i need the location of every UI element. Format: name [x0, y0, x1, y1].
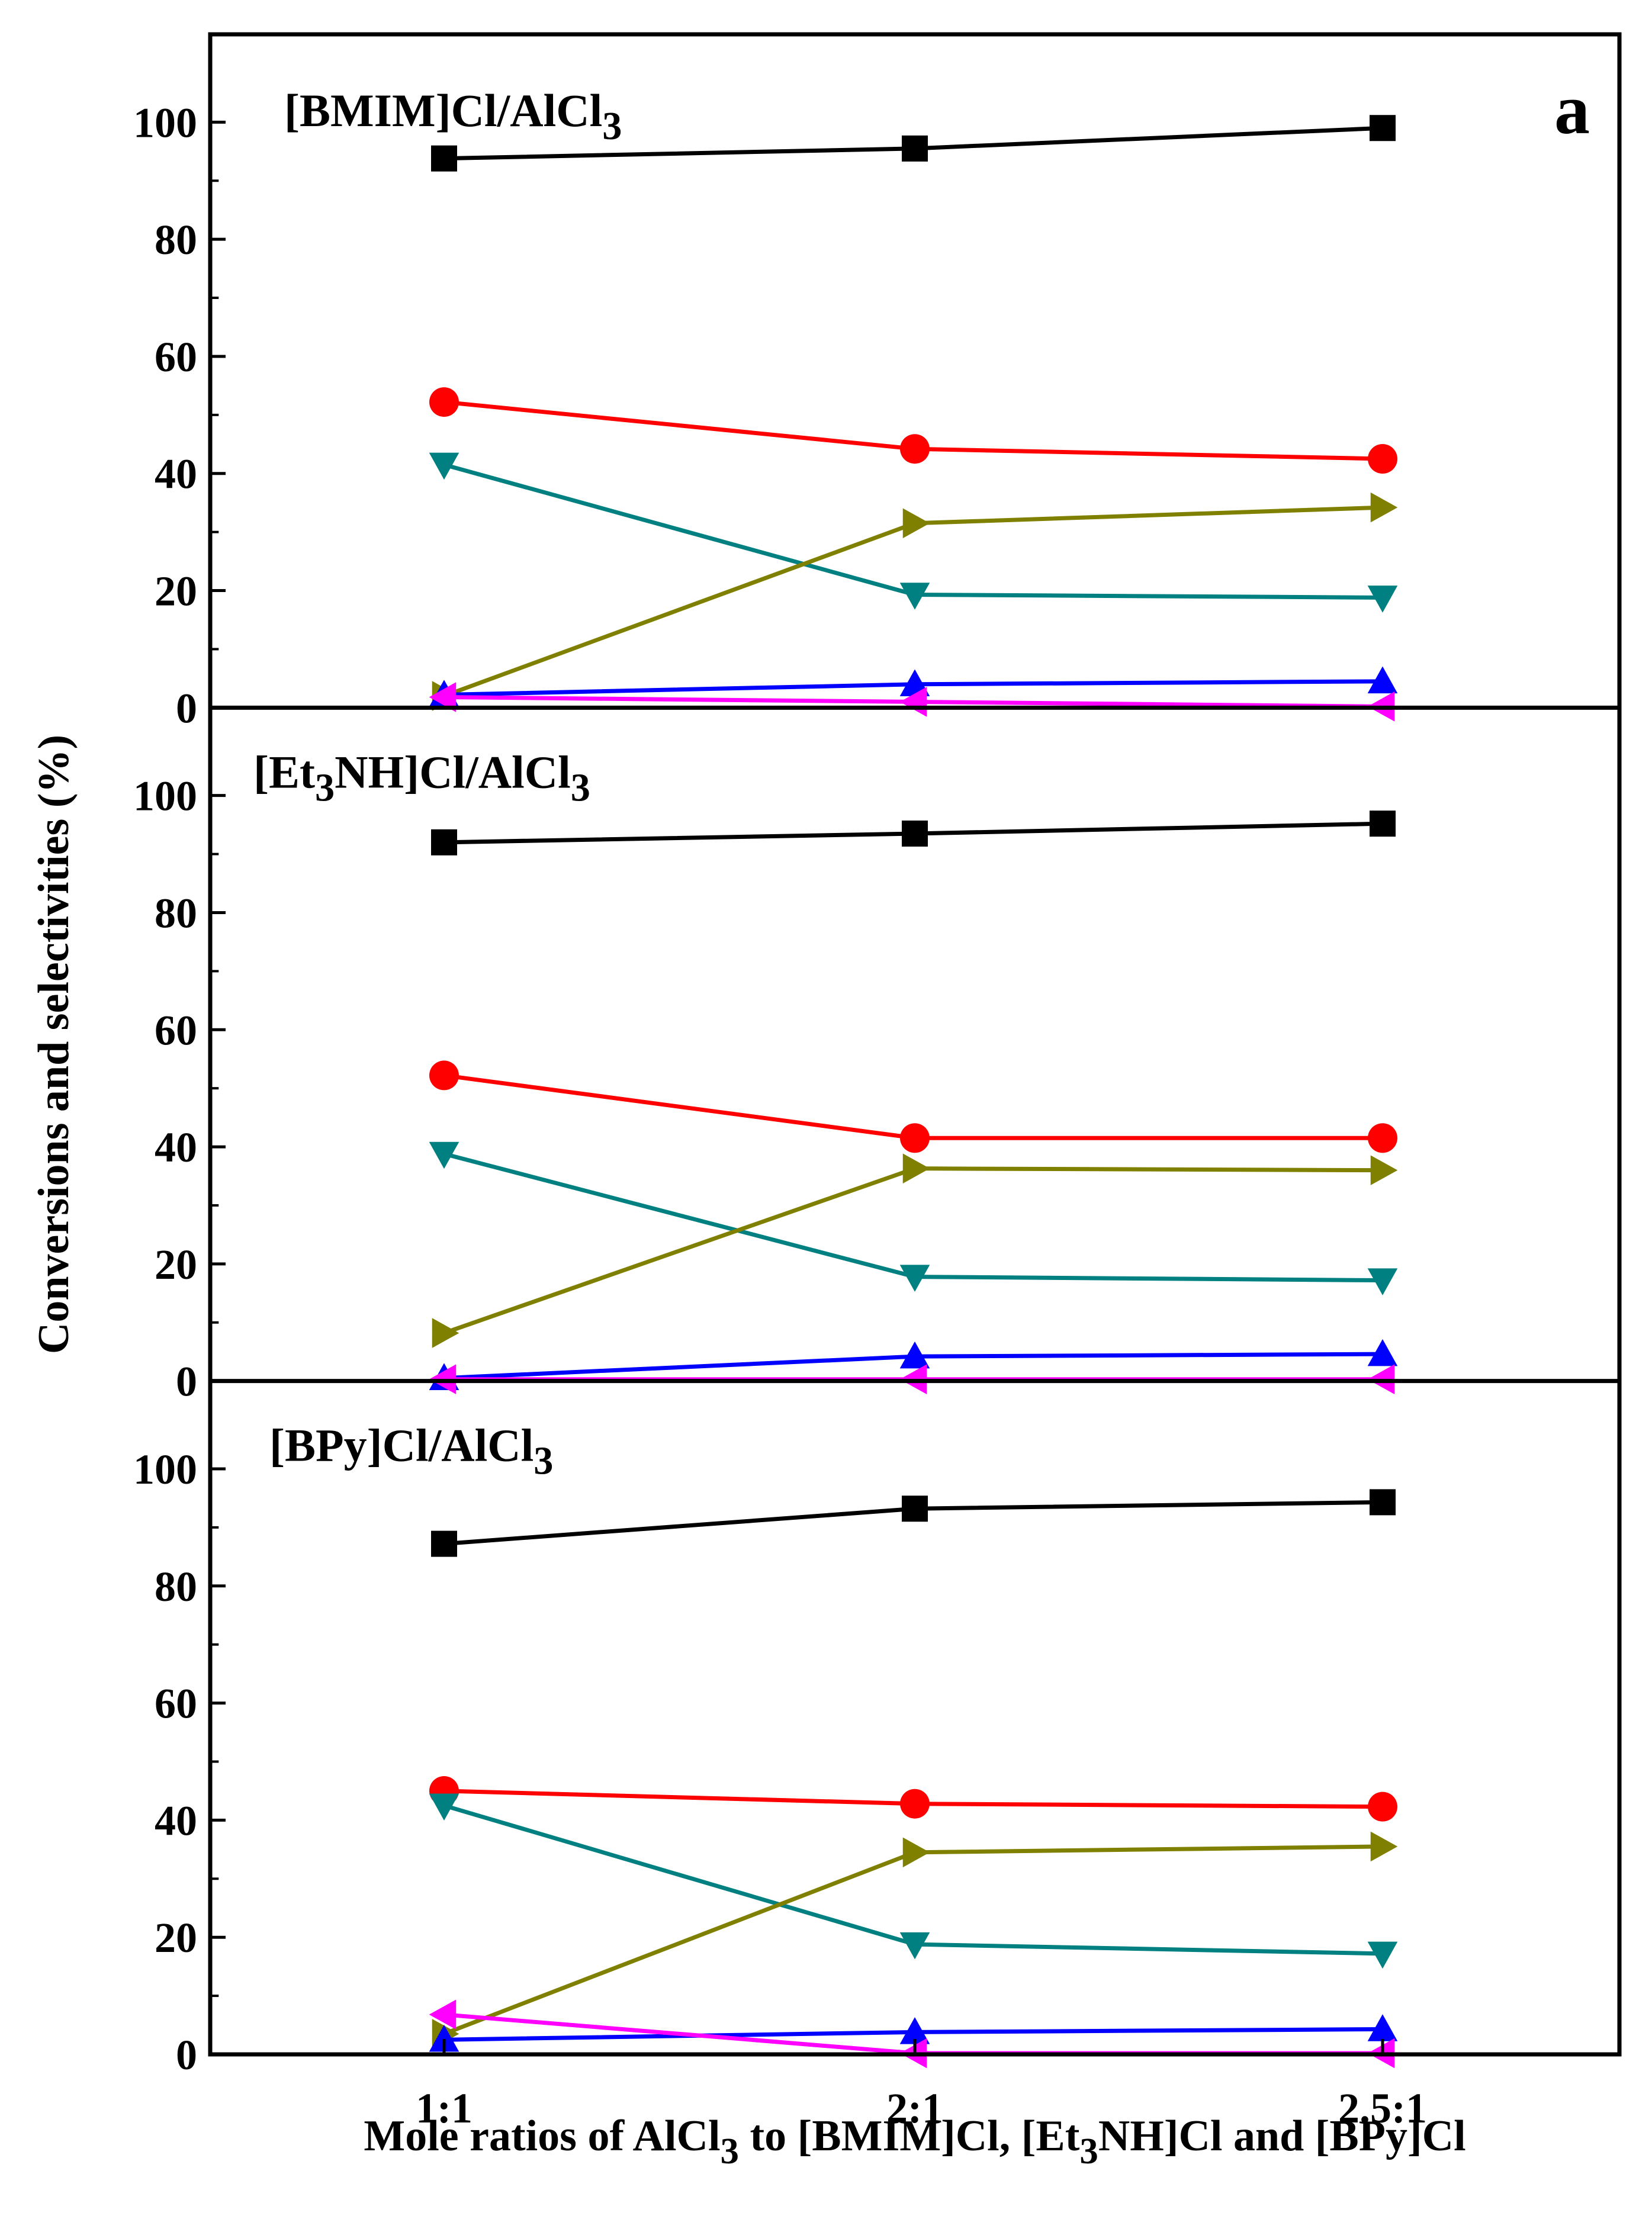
panel-1-ytick-label-2: 40: [155, 1124, 197, 1171]
panel-1-title-part-2: NH]Cl/AlCl: [335, 746, 571, 797]
panel-0-series-1-point-1: [900, 434, 930, 464]
panel-1-ytick-label-1: 20: [155, 1241, 197, 1288]
panel-2-title-part-1: 3: [533, 1440, 553, 1483]
panel-1-series-0-point-0: [431, 829, 457, 855]
y-axis-title: Conversions and selectivities (%): [30, 735, 78, 1354]
panel-2-series-2-line: [443, 1803, 1383, 1956]
panel-2-title-part-0: [BPy]Cl/AlCl: [269, 1420, 533, 1471]
panel-2-title: [BPy]Cl/AlCl3: [269, 1420, 553, 1483]
panel-2-series-1-point-1: [900, 1789, 930, 1819]
panel-1-series-3-point-0: [432, 1318, 459, 1348]
panel-0-title: [BMIM]Cl/AlCl3: [284, 85, 622, 148]
panel-0-series-3-point-2: [1370, 492, 1398, 523]
panel-2-ytick-label-4: 80: [155, 1563, 197, 1610]
panel-0-series-5-point-0: [429, 682, 457, 712]
panel-0-ytick-label-1: 20: [155, 568, 197, 615]
panel-1-series-3-point-1: [902, 1153, 930, 1183]
x-axis-title-part-0: Mole ratios of AlCl: [364, 2112, 720, 2160]
panel-1-title: [Et3NH]Cl/AlCl3: [253, 746, 590, 809]
panel-2-series-3-point-1: [902, 1837, 930, 1868]
panel-1-series-1-point-2: [1368, 1123, 1397, 1153]
panel-1-series-2-point-2: [1367, 1268, 1398, 1295]
panel-0-ytick-label-5: 100: [133, 99, 197, 146]
panel-0-series-0-point-0: [431, 145, 457, 172]
x-axis-title-part-2: to [BMIM]Cl, [Et: [739, 2112, 1080, 2160]
panel-0-series-0-point-1: [902, 135, 928, 162]
panel-2-series-2-point-0: [429, 1793, 459, 1821]
xtick-label-0: 1:1: [416, 2085, 473, 2132]
panel-2-series-4-point-2: [1367, 2014, 1398, 2041]
panel-1-title-part-1: 3: [315, 766, 335, 809]
panel-1-series-1-point-0: [429, 1060, 459, 1091]
panel-2-ytick-label-0: 0: [176, 2031, 197, 2079]
panel-0-series-2-point-0: [429, 452, 459, 480]
panel-2-series-0-point-1: [902, 1495, 928, 1522]
panel-1-series-1-point-1: [900, 1123, 930, 1153]
xtick-label-1: 2:1: [886, 2085, 943, 2132]
panel-1-series-3-line: [443, 1166, 1383, 1335]
panel-1-ytick-label-0: 0: [176, 1358, 197, 1405]
panel-1-series-2-point-1: [899, 1265, 930, 1292]
panel-2-series-5-point-0: [429, 1999, 457, 2030]
panel-1-ytick-label-3: 60: [155, 1006, 197, 1054]
panel-1-series-4-point-1: [899, 1341, 930, 1369]
xtick-label-2: 2.5:1: [1338, 2085, 1427, 2132]
x-axis-title: Mole ratios of AlCl3 to [BMIM]Cl, [Et3NH…: [364, 2112, 1465, 2172]
panel-1-series-4-point-2: [1367, 1339, 1398, 1366]
panel-2-series-2-point-2: [1367, 1941, 1398, 1969]
panel-0-ytick-label-4: 80: [155, 216, 197, 263]
panel-2-series-4-point-0: [429, 2024, 459, 2052]
panel-2-ytick-label-3: 60: [155, 1680, 197, 1728]
panel-0-series-2-point-2: [1367, 586, 1398, 613]
panel-2-ytick-label-1: 20: [155, 1914, 197, 1961]
panel-1-series-0-point-1: [902, 820, 928, 847]
panel-1-ytick-label-5: 100: [133, 773, 197, 820]
x-axis-title-part-3: 3: [1079, 2130, 1098, 2172]
plot-frame: [208, 32, 1622, 2057]
panel-0-series-2-point-1: [899, 583, 930, 610]
panel-letter: a: [1554, 70, 1590, 149]
panel-2-ytick-label-5: 100: [133, 1446, 197, 1493]
panel-0-series-1-point-0: [429, 387, 459, 417]
panel-0-ytick-label-3: 60: [155, 333, 197, 381]
panel-2-ytick-label-2: 40: [155, 1797, 197, 1844]
panel-0-ytick-label-2: 40: [155, 451, 197, 498]
panel-1-ytick-label-4: 80: [155, 889, 197, 937]
panel-0-series-1-point-2: [1368, 444, 1397, 474]
panel-2-series-1-point-2: [1368, 1792, 1397, 1822]
panel-1-title-part-3: 3: [571, 766, 590, 809]
panel-2-series-3-point-2: [1370, 1831, 1398, 1862]
panel-0-ytick-label-0: 0: [176, 684, 197, 732]
panel-0-series-0-point-2: [1370, 115, 1396, 141]
panel-0-title-part-1: 3: [602, 105, 622, 148]
panel-0-series-3-point-1: [902, 508, 930, 539]
panel-1-title-part-0: [Et: [253, 746, 315, 797]
panel-2-series-0-point-2: [1370, 1489, 1396, 1516]
panel-2-series-0-point-0: [431, 1530, 457, 1557]
x-axis-title-part-1: 3: [721, 2130, 739, 2172]
panel-0-series-4-point-2: [1367, 666, 1398, 694]
panel-0-title-part-0: [BMIM]Cl/AlCl: [284, 85, 602, 136]
panel-1-series-2-point-0: [429, 1141, 459, 1169]
panel-1-series-3-point-2: [1370, 1155, 1398, 1185]
panel-2-series-4-point-1: [899, 2017, 930, 2044]
x-axis-title-part-4: NH]Cl and [BPy]Cl: [1098, 2112, 1466, 2160]
panel-2-series-2-point-1: [899, 1932, 930, 1960]
panel-1-series-0-point-2: [1370, 811, 1396, 837]
